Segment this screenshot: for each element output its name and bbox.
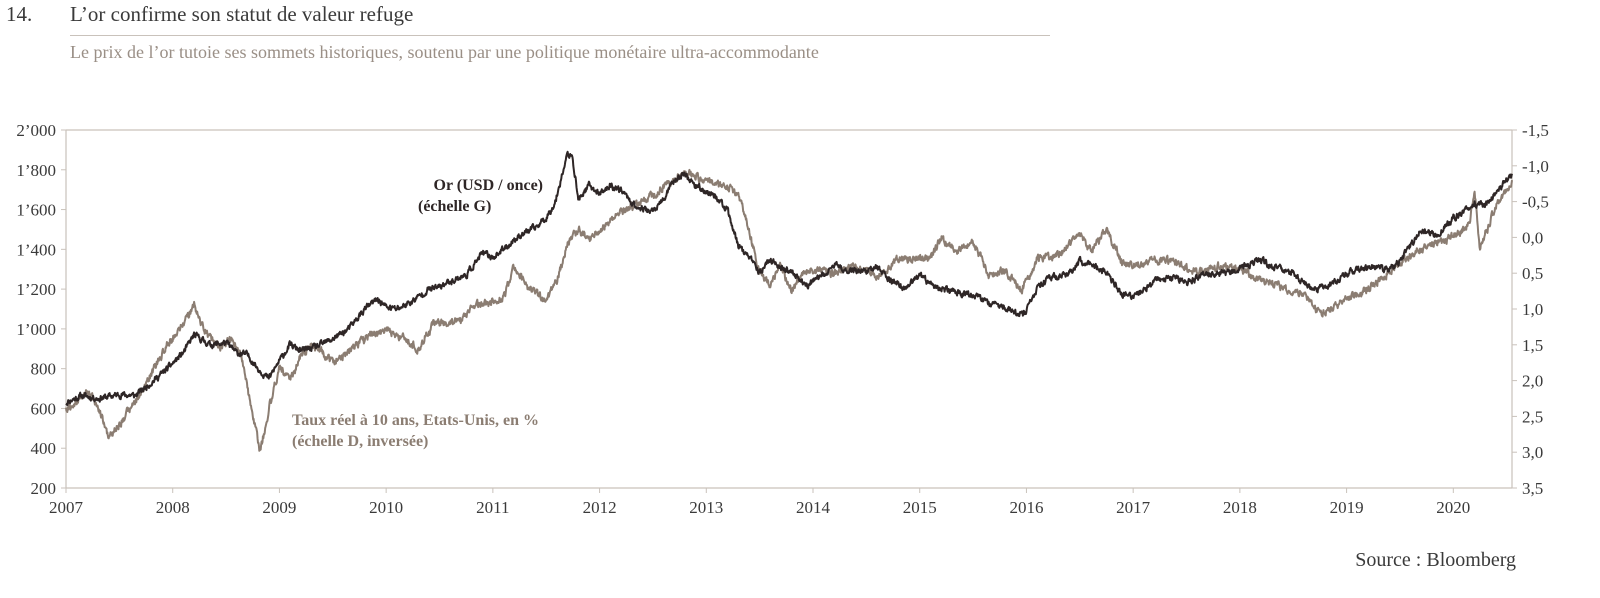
series-label-gold-scale: (échelle G) [418,198,491,215]
x-tick-label: 2012 [583,498,617,517]
left-tick-label: 2’000 [16,121,56,140]
page-subtitle: Le prix de l’or tutoie ses sommets histo… [70,42,819,62]
page-title: L’or confirme son statut de valeur refug… [70,2,414,26]
x-tick-label: 2010 [369,498,403,517]
right-tick-label: -1,0 [1522,157,1549,176]
left-tick-label: 1’200 [16,280,56,299]
x-tick-label: 2020 [1436,498,1470,517]
x-tick-label: 2018 [1223,498,1257,517]
left-tick-label: 1’000 [16,320,56,339]
source-note: Source : Bloomberg [1355,549,1516,571]
x-tick-label: 2015 [903,498,937,517]
chart-series [65,150,1513,452]
figure-number: 14. [6,2,33,26]
left-tick-label: 200 [31,479,57,498]
right-tick-label: -1,5 [1522,121,1549,140]
x-tick-label: 2014 [796,498,831,517]
series-label-real-rate-scale: (échelle D, inversée) [292,433,428,450]
x-tick-label: 2008 [156,498,190,517]
left-tick-label: 600 [31,399,57,418]
right-tick-label: 3,5 [1522,479,1543,498]
right-tick-label: 0,0 [1522,228,1543,247]
right-tick-label: 0,5 [1522,264,1543,283]
x-tick-label: 2011 [476,498,509,517]
chart-axes: 200 400 600 800 1’000 1’200 1’400 1’600 1’800 2’0… [16,121,1549,517]
left-tick-label: 1’800 [16,161,56,180]
right-tick-label: 2,5 [1522,407,1543,426]
chart-labels: Or (USD / once) (échelle G) Taux réel à 10… [292,177,543,450]
x-tick-label: 2007 [49,498,84,517]
right-tick-label: 1,0 [1522,300,1543,319]
left-tick-label: 1’400 [16,240,56,259]
right-tick-label: -0,5 [1522,193,1549,212]
series-label-gold: Or (USD / once) [434,177,543,194]
x-tick-label: 2016 [1009,498,1043,517]
right-tick-label: 2,0 [1522,372,1543,391]
x-tick-label: 2013 [689,498,723,517]
header-divider [70,35,1050,36]
x-tick-label: 2017 [1116,498,1151,517]
series-label-real-rate: Taux réel à 10 ans, Etats-Unis, en % [292,412,539,429]
x-tick-label: 2009 [262,498,296,517]
series-gold-line [65,150,1513,407]
left-tick-label: 1’600 [16,201,56,220]
right-tick-label: 1,5 [1522,336,1543,355]
left-tick-label: 800 [31,360,57,379]
series-real-rate-line [65,168,1513,452]
left-tick-label: 400 [31,439,57,458]
right-tick-label: 3,0 [1522,443,1543,462]
x-tick-label: 2019 [1330,498,1364,517]
